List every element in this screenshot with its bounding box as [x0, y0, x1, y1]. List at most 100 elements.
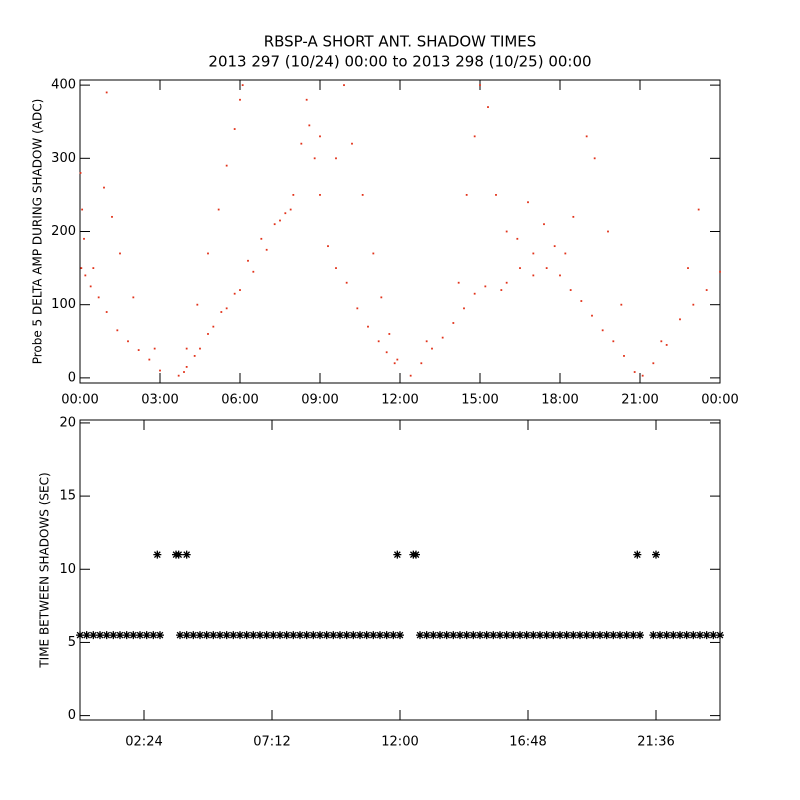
point [388, 333, 391, 335]
point [372, 252, 375, 255]
point [376, 631, 384, 640]
point [473, 292, 476, 295]
point [442, 631, 451, 640]
point [316, 631, 324, 640]
point [697, 208, 700, 211]
point [463, 307, 465, 310]
point [452, 322, 455, 324]
point [465, 194, 468, 196]
point [633, 550, 642, 559]
point [382, 631, 391, 640]
point [273, 223, 276, 226]
point [177, 374, 180, 377]
point [362, 631, 371, 640]
point [351, 142, 353, 145]
point [76, 631, 84, 640]
point [532, 252, 535, 255]
point [225, 164, 228, 167]
point [136, 631, 144, 640]
point [396, 631, 404, 640]
point [702, 631, 711, 640]
point [649, 631, 658, 640]
point [335, 157, 337, 160]
point [412, 550, 420, 559]
point [549, 631, 558, 640]
point [589, 631, 598, 640]
point [79, 172, 82, 174]
point [209, 631, 218, 640]
point [609, 631, 618, 640]
point [137, 349, 140, 351]
point [622, 631, 631, 640]
point [669, 631, 678, 640]
point [92, 267, 95, 269]
point [593, 157, 596, 160]
point [335, 267, 337, 269]
point [142, 631, 151, 640]
point [519, 267, 521, 269]
point [269, 631, 278, 640]
point [716, 631, 724, 640]
point [119, 252, 121, 255]
point [500, 289, 503, 291]
point [207, 333, 209, 335]
x-tick-label: 06:00 [221, 393, 258, 408]
point [212, 325, 215, 328]
point [80, 267, 83, 269]
y-tick-label: 0 [68, 708, 76, 723]
x-tick-label: 18:00 [541, 393, 578, 408]
point [582, 631, 591, 640]
point [83, 237, 85, 240]
point [377, 340, 380, 343]
point [562, 631, 571, 640]
point [585, 135, 588, 138]
point [296, 631, 304, 640]
point [289, 208, 292, 211]
point [436, 631, 444, 640]
x-tick-label: 15:00 [461, 393, 498, 408]
point [89, 631, 98, 640]
point [456, 631, 464, 640]
point [682, 631, 691, 640]
point [233, 128, 236, 130]
point [239, 98, 241, 101]
point [692, 303, 695, 306]
point [282, 631, 291, 640]
point [361, 194, 364, 196]
point [602, 631, 611, 640]
point [479, 84, 481, 87]
point [116, 329, 119, 332]
point [319, 194, 321, 196]
point [596, 631, 604, 640]
point [532, 274, 535, 277]
point [662, 631, 671, 640]
point [641, 374, 644, 377]
point [216, 631, 224, 640]
point [660, 340, 663, 343]
point [256, 631, 264, 640]
point [89, 285, 92, 288]
point [105, 91, 108, 94]
point [189, 631, 198, 640]
y-tick-label: 20 [59, 415, 76, 430]
point [431, 347, 433, 350]
point [529, 631, 538, 640]
point [679, 318, 681, 321]
point [482, 631, 491, 640]
point [105, 311, 108, 313]
point [349, 631, 358, 640]
point [556, 631, 564, 640]
point [109, 631, 118, 640]
point [516, 237, 519, 240]
point [156, 631, 164, 640]
point [202, 631, 211, 640]
point [489, 631, 498, 640]
point [313, 157, 316, 160]
point [543, 223, 545, 226]
y-tick-label: 5 [68, 635, 76, 650]
point [185, 365, 188, 368]
point [652, 550, 660, 559]
x-tick-label: 16:48 [509, 735, 546, 750]
x-tick-label: 03:00 [141, 393, 178, 408]
